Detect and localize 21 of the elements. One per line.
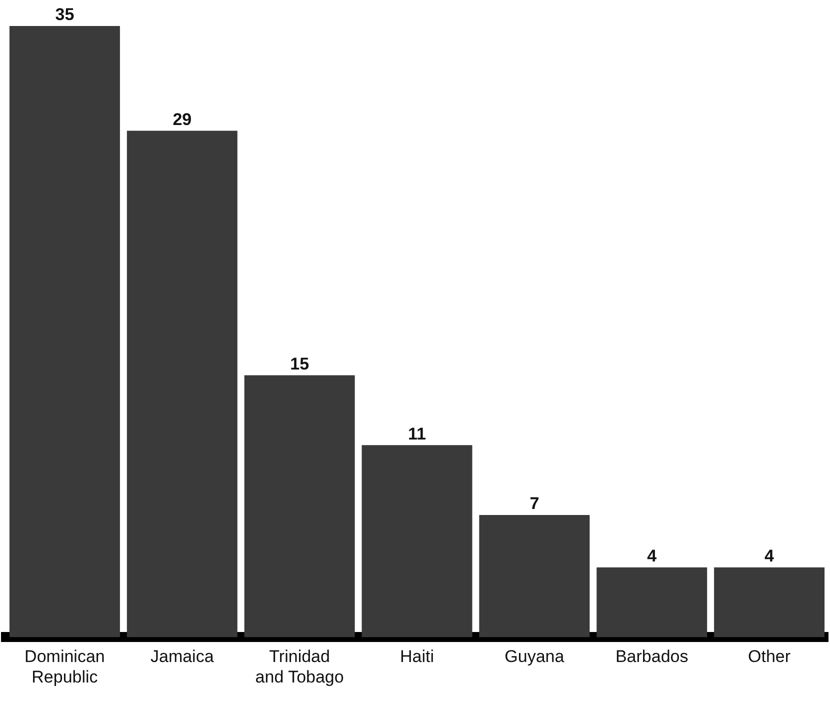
bar: [596, 567, 708, 638]
data-label: 4: [647, 546, 658, 566]
bar: [479, 514, 590, 638]
data-label: 15: [290, 354, 310, 374]
x-tick-label: Other: [748, 647, 791, 666]
bar: [362, 445, 472, 638]
data-label: 29: [172, 110, 192, 129]
x-tick-label: Dominican Republic: [24, 647, 105, 686]
bar: [244, 375, 355, 638]
data-label: 11: [408, 424, 426, 444]
bar: [9, 26, 120, 638]
bar: [126, 130, 238, 638]
data-label: 4: [764, 546, 775, 566]
bar: [714, 567, 825, 638]
data-label: 7: [530, 494, 540, 514]
data-label: 35: [55, 5, 74, 24]
x-tick-label: Barbados: [615, 647, 688, 666]
x-tick-label: Jamaica: [150, 647, 214, 666]
x-tick-label: Trinidad and Tobago: [255, 647, 344, 686]
x-tick-label: Haiti: [400, 647, 434, 666]
x-tick-label: Guyana: [504, 647, 565, 666]
